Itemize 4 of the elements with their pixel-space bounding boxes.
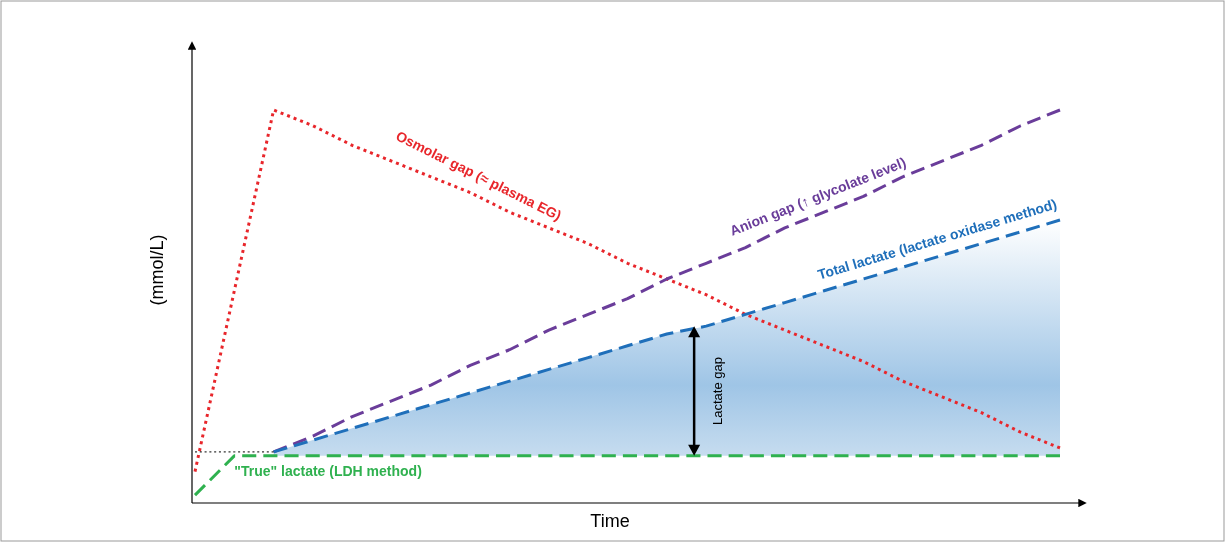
annotation: Lactate gap bbox=[710, 357, 726, 425]
series-label: "True" lactate (LDH method) bbox=[234, 462, 422, 479]
x-axis-title: Time bbox=[590, 511, 630, 531]
y-axis-title: (mmol/L) bbox=[147, 234, 167, 306]
